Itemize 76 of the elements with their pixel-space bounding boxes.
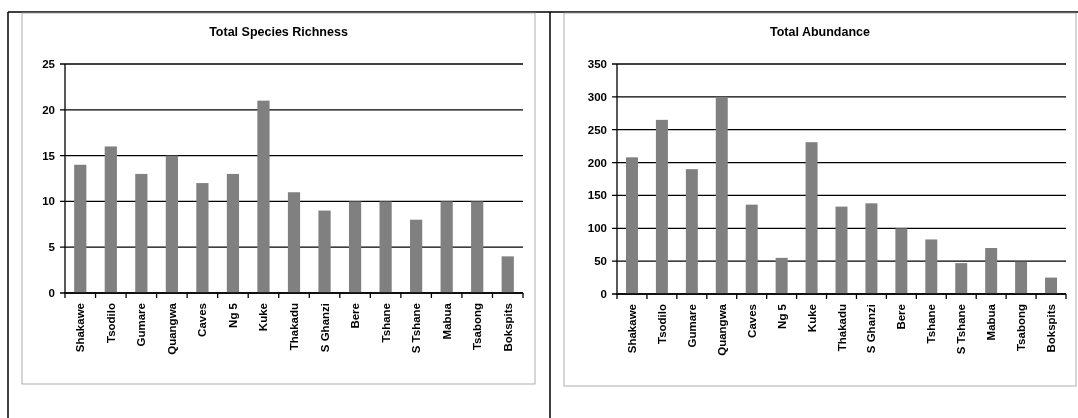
x-tick-label: S Ghanzi [318, 303, 331, 353]
x-tick-label: Tsabong [1015, 304, 1028, 352]
y-tick-label: 150 [587, 189, 607, 202]
y-tick-label: 100 [587, 222, 607, 235]
x-tick-label: Tshane [925, 304, 938, 344]
x-tick-label: Tsodilo [655, 304, 668, 345]
chart-title: Total Species Richness [209, 25, 348, 39]
bar [104, 146, 117, 293]
bar [165, 155, 178, 293]
bar [805, 142, 818, 294]
bar [685, 169, 698, 294]
bar [74, 164, 87, 293]
x-tick-label: Kuke [257, 303, 270, 332]
x-tick-label: Caves [196, 303, 209, 337]
bar [501, 256, 514, 293]
y-tick-label: 200 [587, 156, 607, 169]
bar [348, 201, 362, 293]
chart-title: Total Abundance [770, 25, 871, 39]
bar [925, 239, 938, 294]
x-tick-label: Bere [349, 303, 362, 329]
bar [1015, 261, 1028, 294]
x-tick-label: Ng 5 [775, 303, 788, 329]
bar [865, 203, 878, 294]
bar [440, 201, 453, 293]
x-tick-label: Tsodilo [104, 303, 117, 344]
y-tick-label: 300 [587, 90, 607, 103]
x-tick-label: Bokspits [1045, 304, 1058, 353]
x-tick-label: Quangwa [715, 303, 728, 356]
bar [257, 100, 270, 293]
bar [410, 219, 423, 293]
x-tick-label: Gumare [685, 304, 698, 348]
x-tick-label: Bokspits [501, 303, 514, 352]
y-tick-label: 5 [48, 241, 56, 254]
x-tick-label: Shakawe [625, 304, 638, 354]
x-tick-label: Ng 5 [226, 302, 239, 328]
bar [655, 119, 668, 294]
x-tick-label: Bere [895, 304, 908, 330]
x-tick-label: Tsabong [471, 303, 484, 351]
x-tick-label: Mabua [440, 302, 453, 340]
y-tick-label: 15 [42, 149, 56, 162]
bar [955, 263, 968, 294]
bar [318, 210, 331, 293]
x-tick-label: Caves [745, 304, 758, 338]
bar [135, 173, 148, 293]
y-tick-label: 10 [42, 195, 55, 208]
bar [471, 201, 484, 293]
bar [379, 201, 392, 293]
bar [985, 248, 998, 294]
bar [287, 192, 301, 293]
y-tick-label: 20 [42, 103, 55, 116]
y-tick-label: 250 [587, 123, 607, 136]
x-tick-label: Quangwa [165, 302, 178, 355]
y-tick-label: 50 [594, 255, 607, 268]
bar [1045, 277, 1058, 294]
bar [226, 173, 240, 293]
x-tick-label: S Tshane [410, 303, 423, 354]
x-tick-label: Thakadu [835, 304, 848, 352]
x-tick-label: S Ghanzi [865, 304, 878, 354]
bar [745, 204, 758, 294]
bar [625, 157, 638, 294]
x-tick-label: Thakadu [288, 303, 301, 351]
y-tick-label: 0 [600, 288, 607, 301]
bar [775, 257, 788, 294]
x-tick-label: Mabua [985, 303, 998, 341]
bar [715, 96, 728, 294]
x-tick-label: S Tshane [955, 304, 968, 355]
x-tick-label: Shakawe [74, 303, 87, 353]
bar [196, 183, 209, 293]
bar [895, 228, 908, 294]
y-tick-label: 0 [48, 287, 55, 300]
y-tick-label: 350 [587, 58, 607, 71]
y-tick-label: 25 [42, 58, 56, 71]
x-tick-label: Gumare [135, 303, 148, 347]
bar [835, 206, 848, 294]
x-tick-label: Tshane [379, 303, 392, 343]
x-tick-label: Kuke [805, 304, 818, 333]
